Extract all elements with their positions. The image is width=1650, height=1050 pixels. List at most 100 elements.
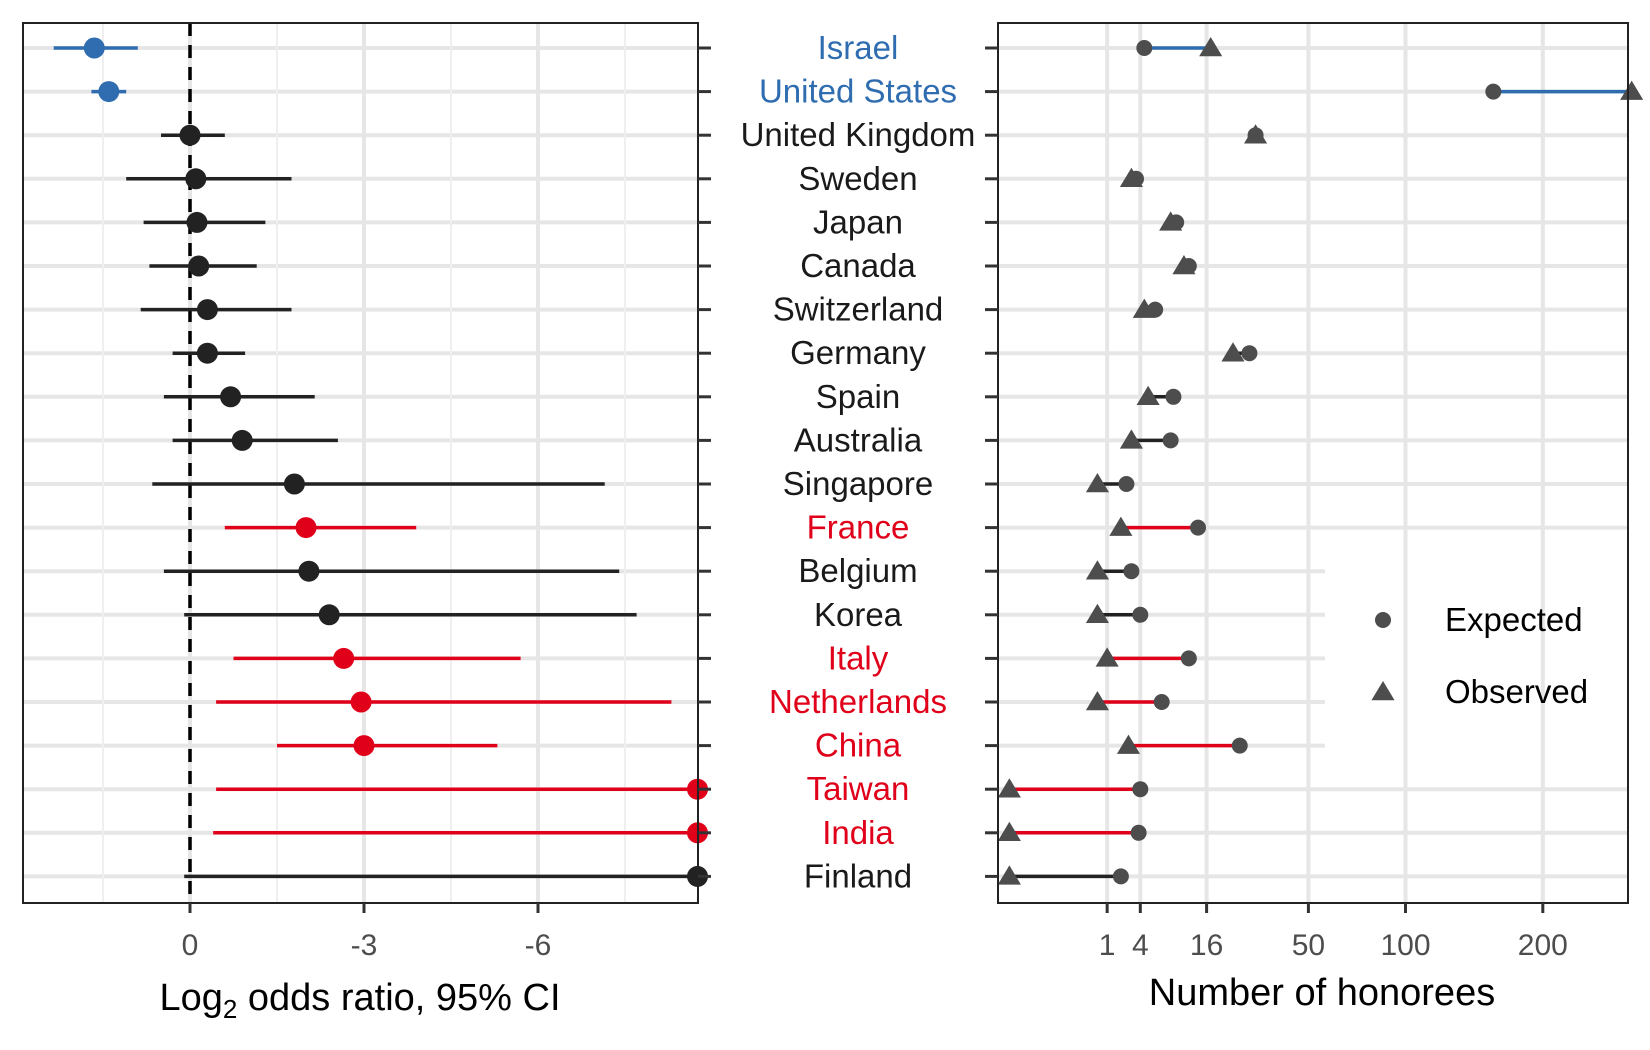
- country-label-germany: Germany: [790, 334, 926, 371]
- estimate-point-belgium: [298, 560, 320, 582]
- observed-point-sweden: [1119, 167, 1143, 188]
- odds-ratio-panel-border: [22, 22, 699, 904]
- expected-point-france: [1190, 519, 1207, 536]
- expected-point-spain: [1165, 388, 1182, 405]
- observed-point-korea: [1085, 603, 1109, 624]
- observed-point-germany: [1221, 342, 1245, 362]
- observed-point-japan: [1159, 211, 1183, 231]
- honorees-x-tick-label: 16: [1190, 929, 1223, 962]
- estimate-point-netherlands: [350, 691, 372, 713]
- expected-point-israel: [1136, 40, 1153, 56]
- estimate-point-china: [353, 735, 375, 757]
- observed-point-israel: [1199, 37, 1223, 57]
- country-label-india: India: [822, 814, 894, 851]
- country-label-israel: Israel: [818, 29, 899, 66]
- legend-label-expected: Expected: [1445, 601, 1583, 638]
- expected-point-belgium: [1123, 563, 1140, 580]
- observed-point-netherlands: [1085, 691, 1109, 711]
- expected-point-germany: [1241, 345, 1258, 362]
- observed-point-singapore: [1085, 473, 1109, 493]
- odds-ratio-x-ticks: 0 -3 -6: [182, 46, 711, 962]
- expected-point-india: [1130, 824, 1147, 841]
- country-label-france: France: [807, 509, 910, 546]
- odds-ratio-x-axis-title-main: Log: [159, 977, 222, 1019]
- observed-point-united-kingdom: [1244, 124, 1268, 144]
- country-label-netherlands: Netherlands: [769, 683, 947, 720]
- honorees-panel-border: [997, 22, 1629, 904]
- country-label-taiwan: Taiwan: [807, 770, 910, 807]
- observed-point-spain: [1136, 385, 1160, 406]
- expected-point-singapore: [1118, 476, 1135, 492]
- honorees-marks: [997, 37, 1644, 885]
- estimate-point-korea: [318, 604, 340, 626]
- expected-point-taiwan: [1132, 781, 1149, 798]
- country-label-china: China: [815, 727, 902, 764]
- observed-point-australia: [1119, 429, 1143, 449]
- legend-expected-key: [1375, 612, 1391, 628]
- legend: Expected Observed: [1371, 601, 1588, 710]
- estimate-point-israel: [83, 37, 105, 59]
- estimate-point-singapore: [283, 473, 305, 495]
- expected-point-finland: [1112, 868, 1129, 885]
- honorees-x-axis-title: Number of honorees: [1149, 972, 1495, 1014]
- country-label-australia: Australia: [794, 421, 923, 458]
- estimate-point-france: [295, 517, 317, 539]
- estimate-point-sweden: [185, 168, 207, 190]
- estimate-point-switzerland: [196, 299, 218, 321]
- observed-point-united-states: [1620, 80, 1644, 100]
- honorees-x-tick-label: 50: [1292, 929, 1325, 962]
- legend-label-observed: Observed: [1445, 673, 1588, 710]
- country-label-singapore: Singapore: [783, 465, 933, 502]
- estimate-point-canada: [188, 255, 210, 277]
- odds-ratio-gridlines: [23, 23, 698, 903]
- honorees-x-tick-label: 100: [1380, 929, 1430, 962]
- estimate-point-united-kingdom: [179, 124, 201, 146]
- expected-point-korea: [1132, 606, 1149, 623]
- observed-point-finland: [997, 865, 1021, 885]
- estimate-point-japan: [186, 211, 208, 233]
- estimate-point-germany: [196, 342, 218, 364]
- country-label-canada: Canada: [800, 247, 916, 284]
- odds-ratio-x-tick-label: -3: [351, 929, 378, 962]
- odds-ratio-x-axis-title-rest: odds ratio, 95% CI: [237, 977, 560, 1019]
- observed-point-canada: [1172, 255, 1196, 275]
- country-label-japan: Japan: [813, 203, 903, 240]
- expected-point-italy: [1180, 650, 1197, 667]
- expected-point-australia: [1162, 432, 1179, 449]
- observed-point-china: [1116, 734, 1141, 754]
- country-labels: Israel United States United Kingdom Sweden J…: [741, 29, 976, 894]
- country-label-finland: Finland: [804, 857, 912, 894]
- expected-point-china: [1231, 737, 1248, 754]
- honorees-panel: Expected Observed 1 4 16 50 100 200 Number of …: [985, 22, 1644, 1014]
- country-label-belgium: Belgium: [798, 552, 917, 589]
- honorees-x-tick-label: 1: [1099, 929, 1116, 962]
- observed-point-france: [1109, 516, 1133, 536]
- observed-point-belgium: [1085, 560, 1109, 580]
- country-label-sweden: Sweden: [798, 160, 917, 197]
- expected-point-united-states: [1485, 83, 1502, 100]
- country-label-spain: Spain: [816, 378, 900, 415]
- estimate-point-australia: [231, 429, 253, 451]
- country-label-korea: Korea: [814, 596, 903, 633]
- country-label-united-states: United States: [759, 73, 957, 110]
- odds-ratio-x-tick-label: 0: [182, 929, 199, 962]
- observed-point-italy: [1095, 647, 1119, 667]
- country-label-switzerland: Switzerland: [773, 291, 944, 328]
- estimate-point-italy: [333, 647, 355, 669]
- observed-point-taiwan: [997, 778, 1021, 798]
- observed-point-india: [997, 821, 1021, 842]
- country-label-italy: Italy: [828, 639, 889, 676]
- odds-ratio-marks: [53, 37, 708, 887]
- honorees-x-tick-label: 200: [1518, 929, 1568, 962]
- expected-point-netherlands: [1153, 694, 1170, 710]
- odds-ratio-x-axis-title-subscript: 2: [223, 994, 237, 1024]
- odds-ratio-x-tick-label: -6: [525, 929, 552, 962]
- honorees-x-ticks: 1 4 16 50 100 200: [985, 46, 1568, 962]
- observed-point-switzerland: [1132, 298, 1156, 318]
- estimate-point-united-states: [98, 81, 120, 103]
- odds-ratio-panel: 0 -3 -6 Log2 odds ratio, 95% CI: [22, 22, 711, 1024]
- legend-observed-key: [1371, 681, 1395, 701]
- estimate-point-spain: [220, 386, 242, 408]
- honorees-gridlines: [998, 23, 1628, 903]
